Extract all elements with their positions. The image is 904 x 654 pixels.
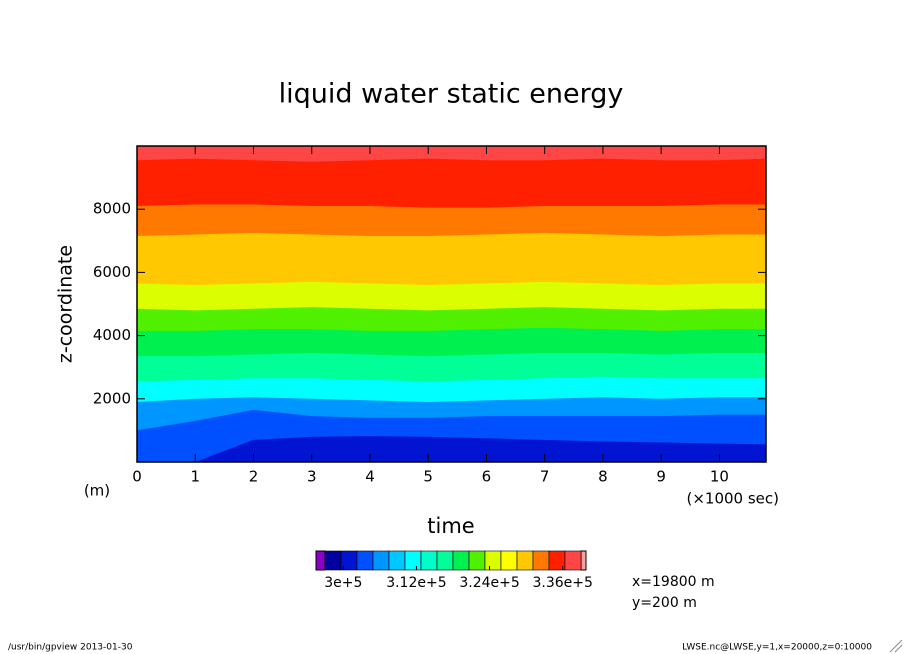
x-tick-label: 1 [190,468,200,486]
resize-grip [889,639,903,653]
x-tick-label: 4 [365,468,375,486]
colorbar-box [420,550,438,571]
colorbar-over [580,550,587,571]
x-tick-label: 8 [598,468,608,486]
y-axis-label: z-coordinate [55,245,77,363]
x-unit: (×1000 sec) [686,490,779,508]
x-tick-label: 6 [482,468,492,486]
contour-fill [137,146,766,462]
annotation: x=19800 m [632,574,715,590]
y-tick-label: 6000 [93,263,131,281]
colorbar-box [484,550,502,571]
colorbar-tick-label: 3.12e+5 [386,575,446,591]
plot-frame [136,145,767,463]
colorbar-box [500,550,518,571]
colorbar-box [516,550,534,571]
y-tick-label: 8000 [93,200,131,218]
x-tick-label: 9 [656,468,666,486]
colorbar-box [324,550,342,571]
colorbar-box [356,550,374,571]
y-unit: (m) [84,482,110,500]
footer-left: /usr/bin/gpview 2013-01-30 [8,643,133,653]
colorbar-box [468,550,486,571]
x-tick-label: 7 [540,468,550,486]
x-tick-label: 2 [249,468,259,486]
chart-title: liquid water static energy [279,79,624,110]
annotation: y=200 m [632,595,697,611]
y-tick-label: 4000 [93,326,131,344]
colorbar-box [436,550,454,571]
x-tick-label: 3 [307,468,317,486]
colorbar-box [532,550,550,571]
axes: 0 1 2 3 4 5 6 7 8 9 10 2000 4000 6000 8000 [93,145,767,486]
x-tick-label: 10 [710,468,729,486]
colorbar-box [564,550,582,571]
contour-band [137,436,766,462]
colorbar-box [404,550,422,571]
footer-right: LWSE.nc@LWSE,y=1,x=20000,z=0:10000 [682,643,872,653]
x-tick-label: 0 [132,468,142,486]
colorbar-tick-label: 3e+5 [324,575,362,591]
colorbar-tick-label: 3.36e+5 [532,575,592,591]
colorbar-tick-label: 3.24e+5 [459,575,519,591]
colorbar: 3e+5 3.12e+5 3.24e+5 3.36e+5 [315,550,593,591]
x-tick-label: 5 [423,468,433,486]
colorbar-box [452,550,470,571]
x-axis-label: time [427,514,474,538]
colorbar-box [388,550,406,571]
y-tick-label: 2000 [93,389,131,407]
colorbar-box [372,550,390,571]
colorbar-under [315,550,326,571]
